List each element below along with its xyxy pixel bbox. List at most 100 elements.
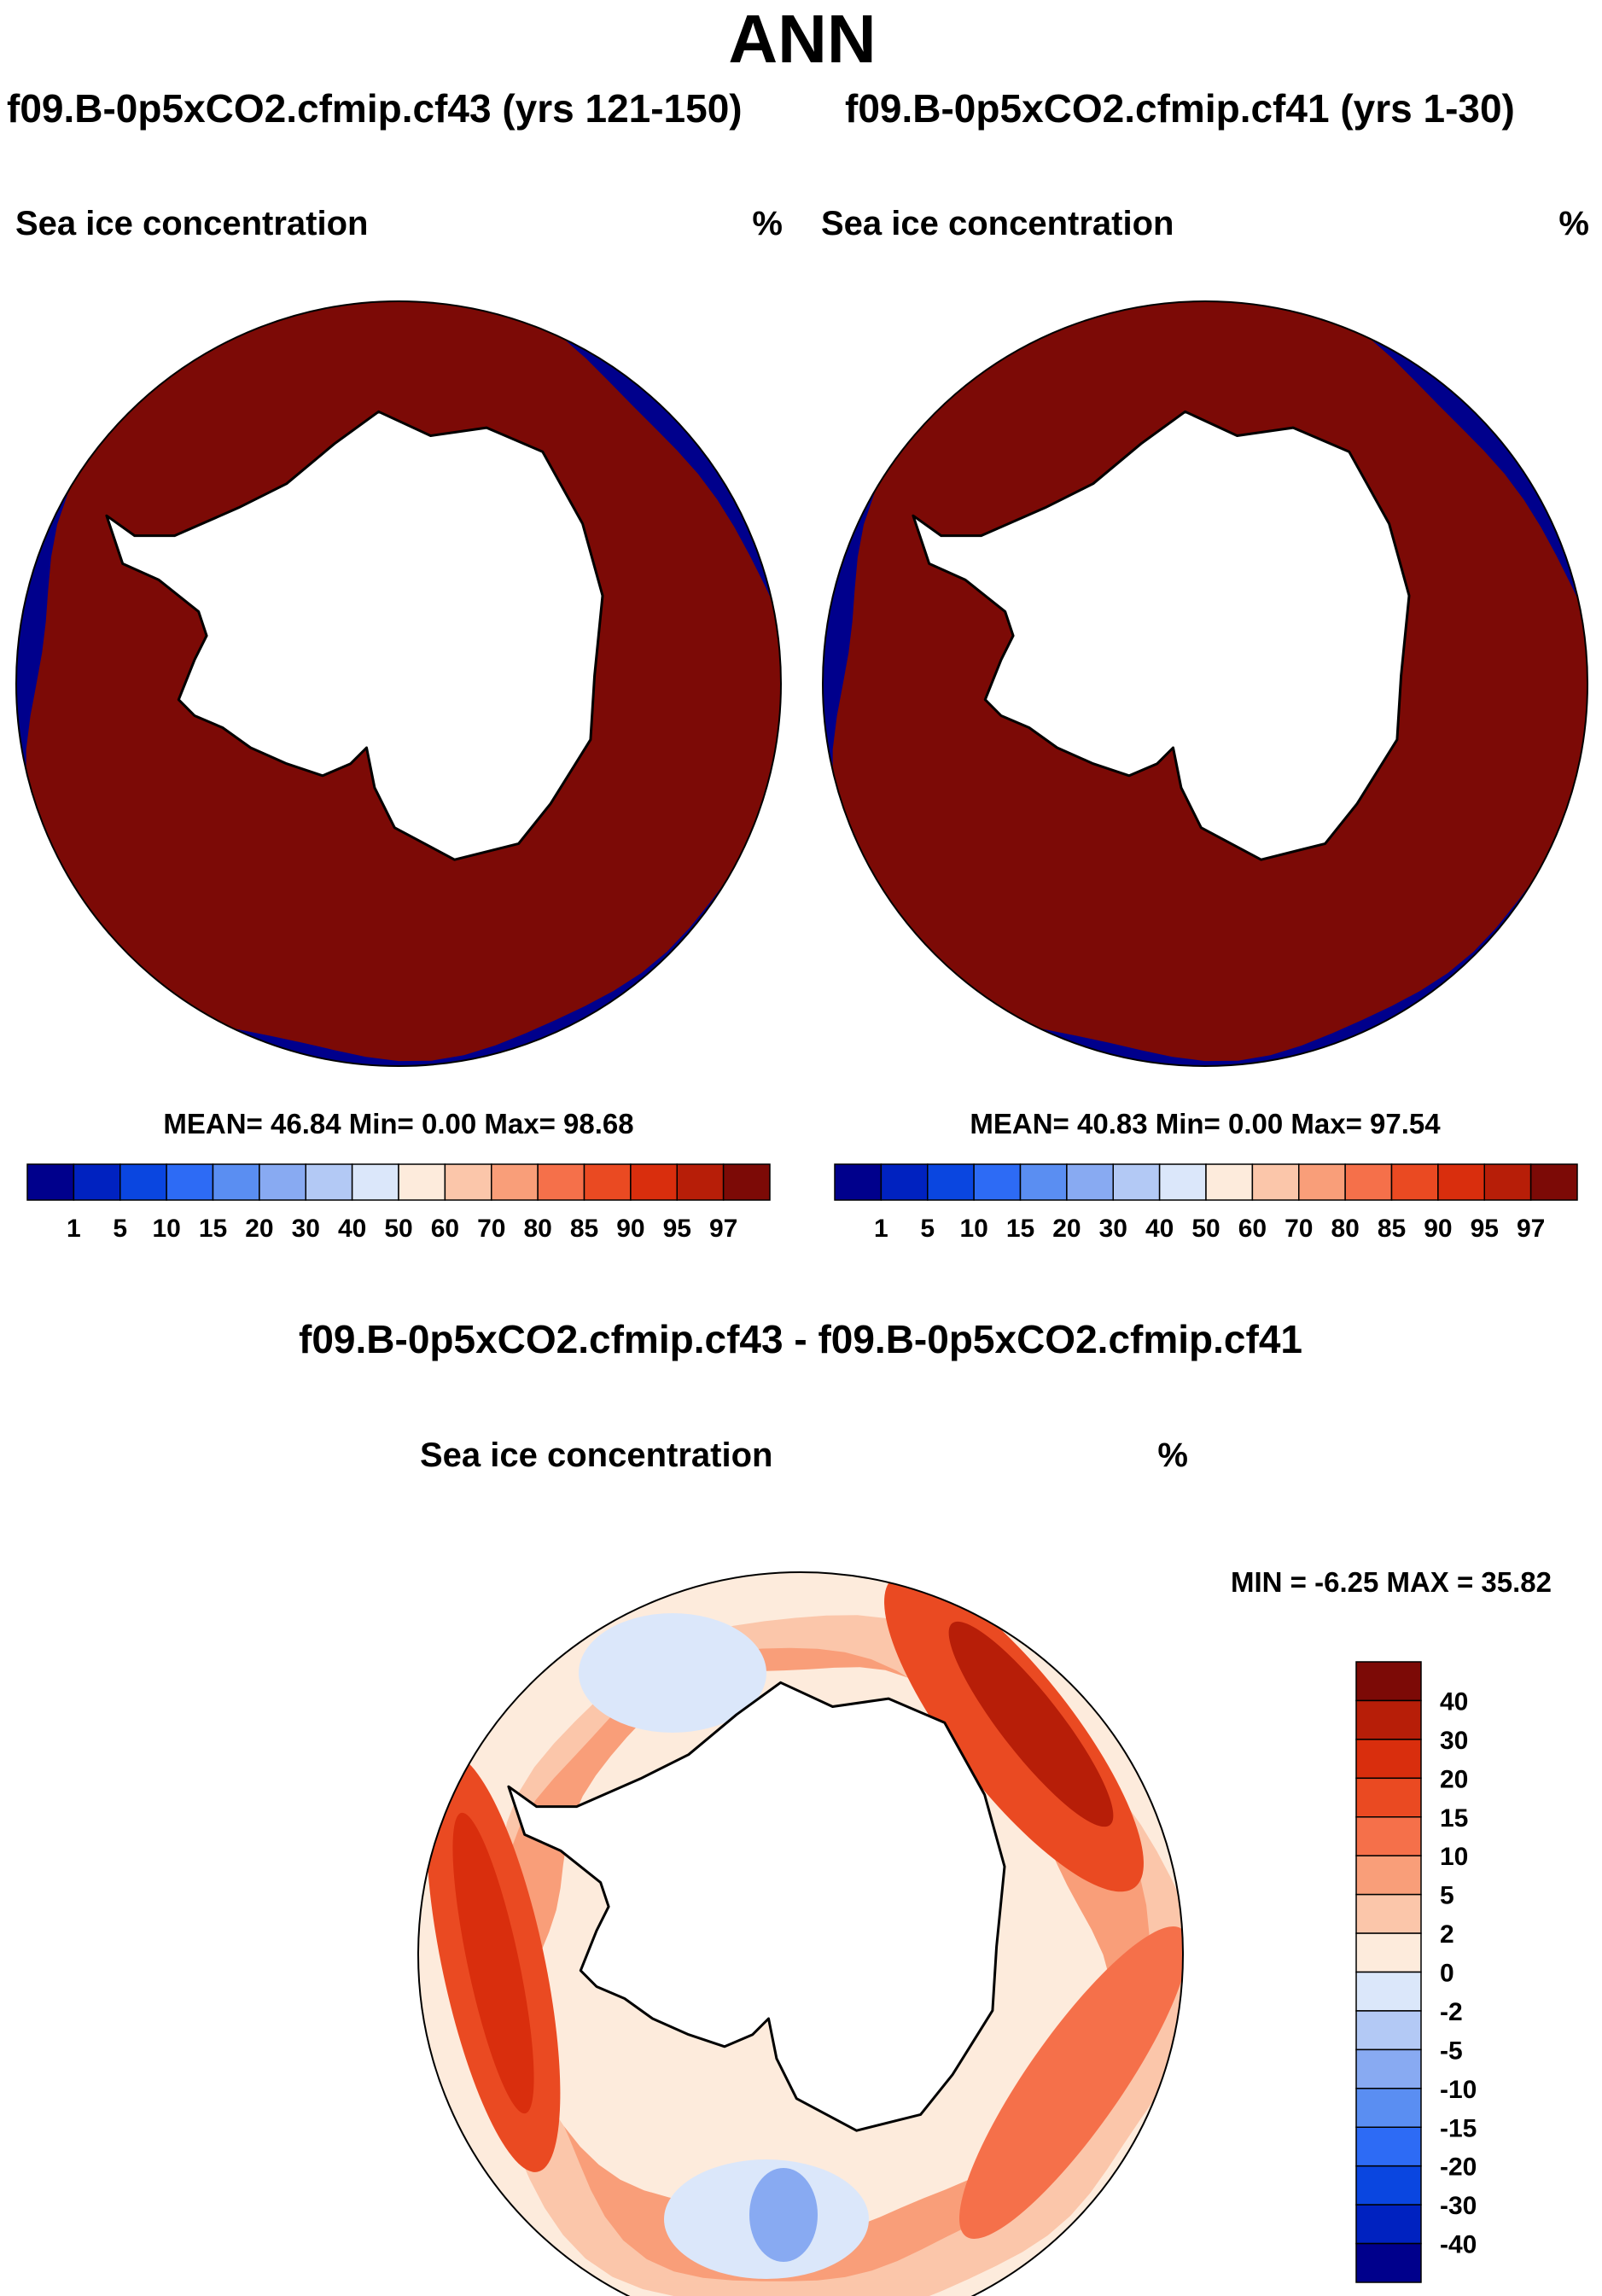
diff-streak-ne-core bbox=[948, 1621, 1114, 1827]
left-colorbar-swatch bbox=[119, 1163, 167, 1201]
right-colorbar-swatch bbox=[1298, 1163, 1346, 1201]
left-colorbar-swatch bbox=[398, 1163, 446, 1201]
left-colorbar-swatch bbox=[583, 1163, 632, 1201]
left-colorbar-swatch bbox=[676, 1163, 725, 1201]
diff-colorbar-tick-label: 15 bbox=[1440, 1804, 1468, 1833]
diff-colorbar-tick-label: -30 bbox=[1440, 2192, 1477, 2220]
right-colorbar-tick-label: 95 bbox=[1471, 1215, 1499, 1243]
diff-colorbar-swatch bbox=[1355, 1699, 1422, 1740]
right-colorbar-tick-label: 15 bbox=[1006, 1215, 1034, 1243]
right-colorbar-tick-label: 70 bbox=[1285, 1215, 1313, 1243]
diff-colorbar-tick-label: -15 bbox=[1440, 2114, 1477, 2142]
diff-colorbar-tick-label: 5 bbox=[1440, 1882, 1454, 1910]
diff-stats: MIN = -6.25 MAX = 35.82 bbox=[1231, 1566, 1552, 1598]
left-colorbar-swatch bbox=[722, 1163, 771, 1201]
right-colorbar-tick-label: 20 bbox=[1052, 1215, 1081, 1243]
left-colorbar-swatch bbox=[444, 1163, 492, 1201]
left-colorbar-tick-label: 40 bbox=[338, 1215, 366, 1243]
right-case-title: f09.B-0p5xCO2.cfmip.cf41 (yrs 1-30) bbox=[845, 86, 1515, 131]
right-colorbar-tick-label: 60 bbox=[1238, 1215, 1267, 1243]
left-colorbar-tick-label: 30 bbox=[292, 1215, 320, 1243]
right-map-border bbox=[822, 300, 1588, 1067]
right-colorbar-tick-label: 90 bbox=[1424, 1215, 1452, 1243]
diff-units-label: % bbox=[1157, 1436, 1188, 1474]
right-map bbox=[822, 300, 1588, 1067]
left-colorbar-tick-label: 97 bbox=[709, 1215, 737, 1243]
diff-streak-w-core bbox=[452, 1812, 534, 2114]
left-colorbar-tick-label: 20 bbox=[245, 1215, 273, 1243]
diff-variable-label: Sea ice concentration bbox=[420, 1436, 773, 1474]
diff-map bbox=[417, 1571, 1184, 2296]
left-colorbar-swatch bbox=[305, 1163, 353, 1201]
right-colorbar-swatch bbox=[1066, 1163, 1114, 1201]
left-units-label: % bbox=[752, 205, 783, 242]
diff-negative-core bbox=[749, 2168, 818, 2262]
right-colorbar-tick-label: 80 bbox=[1331, 1215, 1359, 1243]
right-colorbar-swatch bbox=[1205, 1163, 1254, 1201]
left-colorbar-tick-label: 80 bbox=[523, 1215, 551, 1243]
right-colorbar-swatch bbox=[1344, 1163, 1393, 1201]
left-variable-label: Sea ice concentration bbox=[15, 205, 369, 242]
left-colorbar-swatch bbox=[26, 1163, 75, 1201]
right-colorbar-tick-label: 1 bbox=[874, 1215, 888, 1243]
diff-streak-se bbox=[959, 1926, 1183, 2239]
page-title: ANN bbox=[728, 1, 877, 77]
diff-colorbar-swatch bbox=[1355, 1971, 1422, 2012]
diff-colorbar-tick-label: -5 bbox=[1440, 2037, 1463, 2065]
diff-colorbar-swatch bbox=[1355, 2048, 1422, 2089]
diff-colorbar-swatch bbox=[1355, 2126, 1422, 2167]
diff-colorbar-tick-label: 20 bbox=[1440, 1765, 1468, 1793]
left-colorbar-swatch bbox=[537, 1163, 585, 1201]
diff-map-border bbox=[417, 1571, 1184, 2296]
diff-colorbar-swatch bbox=[1355, 2242, 1422, 2283]
diff-colorbar-swatch bbox=[1355, 2088, 1422, 2128]
diff-colorbar-swatch bbox=[1355, 2165, 1422, 2206]
diff-title: f09.B-0p5xCO2.cfmip.cf43 - f09.B-0p5xCO2… bbox=[299, 1317, 1302, 1361]
right-units-label: % bbox=[1558, 205, 1589, 242]
right-colorbar-swatch bbox=[1529, 1163, 1578, 1201]
diff-colorbar-swatch bbox=[1355, 1893, 1422, 1934]
left-colorbar-tick-label: 70 bbox=[477, 1215, 505, 1243]
left-colorbar-tick-label: 95 bbox=[663, 1215, 691, 1243]
left-colorbar-swatch bbox=[166, 1163, 214, 1201]
diff-colorbar-tick-label: -10 bbox=[1440, 2076, 1477, 2104]
left-colorbar-swatch bbox=[259, 1163, 306, 1201]
right-colorbar-swatch bbox=[1112, 1163, 1161, 1201]
left-colorbar-swatch bbox=[491, 1163, 539, 1201]
right-colorbar-tick-label: 97 bbox=[1517, 1215, 1545, 1243]
right-colorbar-swatch bbox=[1483, 1163, 1532, 1201]
right-colorbar-tick-label: 10 bbox=[959, 1215, 987, 1243]
diff-colorbar-swatch bbox=[1355, 2010, 1422, 2051]
left-colorbar-swatch bbox=[351, 1163, 399, 1201]
right-colorbar-swatch bbox=[1019, 1163, 1068, 1201]
right-variable-label: Sea ice concentration bbox=[821, 205, 1174, 242]
diff-antarctica bbox=[507, 1681, 1006, 2132]
diff-colorbar-tick-label: -2 bbox=[1440, 1998, 1463, 2026]
left-stats: MEAN= 46.84 Min= 0.00 Max= 98.68 bbox=[163, 1108, 634, 1139]
diff-colorbar-tick-label: 0 bbox=[1440, 1960, 1454, 1988]
right-colorbar-swatch bbox=[880, 1163, 929, 1201]
right-antarctica bbox=[912, 410, 1411, 861]
left-colorbar-swatch bbox=[73, 1163, 121, 1201]
diff-colorbar-tick-label: 10 bbox=[1440, 1843, 1468, 1871]
right-colorbar-tick-label: 30 bbox=[1099, 1215, 1127, 1243]
diff-colorbar-swatch bbox=[1355, 1661, 1422, 1702]
diff-colorbar-tick-label: -40 bbox=[1440, 2231, 1477, 2259]
diff-colorbar-tick-label: 2 bbox=[1440, 1920, 1454, 1949]
left-colorbar-swatch bbox=[630, 1163, 678, 1201]
right-colorbar-swatch bbox=[1158, 1163, 1207, 1201]
diff-negative-patch bbox=[579, 1613, 766, 1733]
diff-colorbar-tick-label: 40 bbox=[1440, 1687, 1468, 1716]
left-colorbar-tick-label: 10 bbox=[152, 1215, 180, 1243]
right-colorbar-swatch bbox=[1390, 1163, 1439, 1201]
right-colorbar-tick-label: 85 bbox=[1378, 1215, 1406, 1243]
left-colorbar-swatch bbox=[212, 1163, 260, 1201]
left-map bbox=[15, 300, 782, 1067]
left-colorbar-tick-label: 5 bbox=[113, 1215, 127, 1243]
right-colorbar-swatch bbox=[834, 1163, 883, 1201]
right-colorbar-tick-label: 40 bbox=[1145, 1215, 1174, 1243]
left-colorbar-tick-label: 90 bbox=[616, 1215, 644, 1243]
right-colorbar-swatch bbox=[973, 1163, 1022, 1201]
right-colorbar-tick-label: 5 bbox=[920, 1215, 935, 1243]
